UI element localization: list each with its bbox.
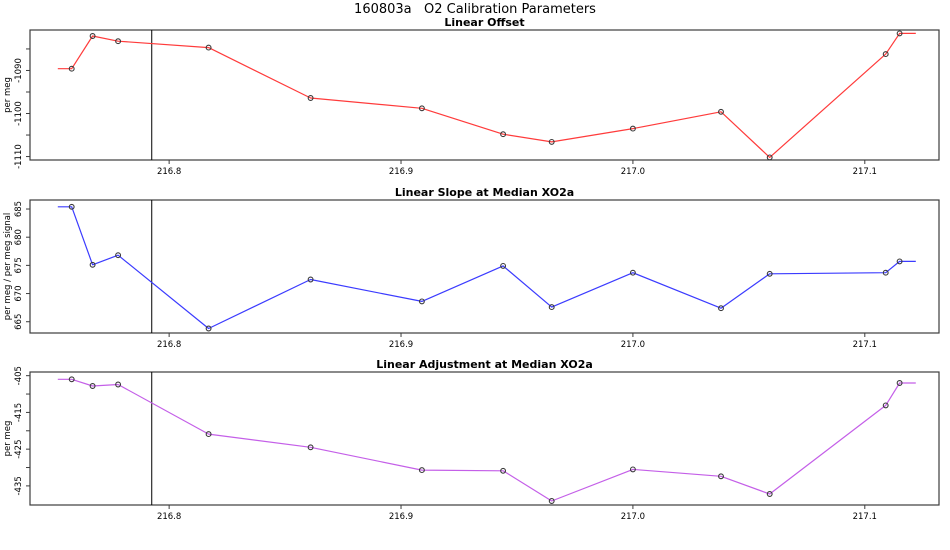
data-point: [766, 491, 773, 497]
x-tick-label: 216.8: [157, 340, 181, 350]
x-tick-label: 217.1: [853, 340, 877, 350]
y-tick-label: 665: [14, 314, 24, 330]
data-point: [548, 304, 555, 311]
plot-box: [29, 199, 940, 334]
data-point: [718, 305, 724, 312]
y-tick-label: -425: [14, 440, 24, 459]
x-tick-label: 216.9: [389, 512, 413, 522]
main-title: 160803a O2 Calibration Parameters: [354, 2, 596, 17]
data-point: [68, 376, 75, 383]
x-tick-label: 217.1: [853, 167, 877, 177]
chart-panel: 216.8 216.9 217.0 217.1 -1090 -1100 -1110 per m…: [3, 29, 940, 177]
x-tick-label: 216.8: [157, 512, 181, 522]
y-tick-label: 670: [14, 285, 24, 301]
data-point: [500, 467, 507, 474]
x-tick-label: 217.0: [621, 167, 645, 177]
y-axis-label: per meg / per meg signal: [3, 213, 13, 321]
data-point: [548, 498, 555, 504]
data-point: [896, 30, 903, 37]
data-line: [57, 32, 916, 158]
panel-title-linear-offset: Linear Offset: [444, 16, 525, 29]
data-point: [629, 125, 636, 132]
data-point: [89, 261, 96, 268]
panel-title-linear-adjustment: Linear Adjustment at Median XO2a: [376, 358, 593, 371]
y-axis-label: per meg: [3, 421, 13, 457]
x-tick-label: 217.0: [621, 340, 645, 350]
chart-panel: 216.8 216.9 217.0 217.1 -405 -415 -425 -435 per …: [3, 366, 940, 522]
data-point: [115, 381, 122, 388]
panel-title-linear-slope: Linear Slope at Median XO2a: [394, 186, 575, 199]
data-point: [89, 383, 96, 389]
data-line: [57, 378, 916, 502]
data-point: [418, 298, 425, 305]
y-tick-label: -1100: [14, 101, 24, 126]
data-point: [766, 270, 773, 277]
y-tick-label: -415: [14, 403, 24, 422]
y-tick-label: -1110: [14, 144, 24, 169]
y-tick-label: 685: [14, 201, 24, 217]
x-tick-label: 216.9: [389, 167, 413, 177]
data-point: [205, 44, 212, 51]
data-point: [205, 431, 212, 438]
x-tick-label: 217.0: [621, 512, 645, 522]
data-point: [896, 380, 903, 386]
data-point: [882, 402, 889, 409]
data-point: [68, 203, 75, 210]
data-point: [548, 138, 555, 145]
data-point: [882, 51, 889, 58]
x-tick-label: 217.1: [853, 512, 877, 522]
data-point: [718, 473, 724, 480]
data-point: [500, 131, 507, 138]
y-axis-label: per meg: [3, 77, 13, 113]
data-point: [418, 105, 425, 112]
data-point: [500, 262, 507, 269]
data-point: [896, 258, 903, 265]
data-point: [307, 444, 314, 451]
plot-box: [29, 371, 940, 506]
y-tick-label: -405: [14, 366, 24, 385]
data-point: [718, 108, 724, 115]
x-tick-label: 216.8: [157, 167, 181, 177]
data-point: [418, 467, 425, 474]
data-point: [68, 65, 75, 72]
data-point: [629, 466, 636, 473]
data-point: [307, 276, 314, 283]
data-point: [115, 252, 122, 259]
y-tick-label: 675: [14, 257, 24, 273]
data-point: [882, 269, 889, 276]
y-tick-label: 680: [14, 229, 24, 245]
data-point: [205, 325, 212, 332]
y-tick-label: -435: [14, 476, 24, 495]
data-point: [115, 38, 122, 45]
y-tick-label: -1090: [14, 58, 24, 83]
data-line: [57, 206, 916, 330]
data-point: [89, 33, 96, 39]
data-point: [307, 95, 314, 101]
plot-box: [29, 29, 940, 161]
data-point: [629, 269, 636, 276]
data-point: [766, 154, 773, 161]
x-tick-label: 216.9: [389, 340, 413, 350]
